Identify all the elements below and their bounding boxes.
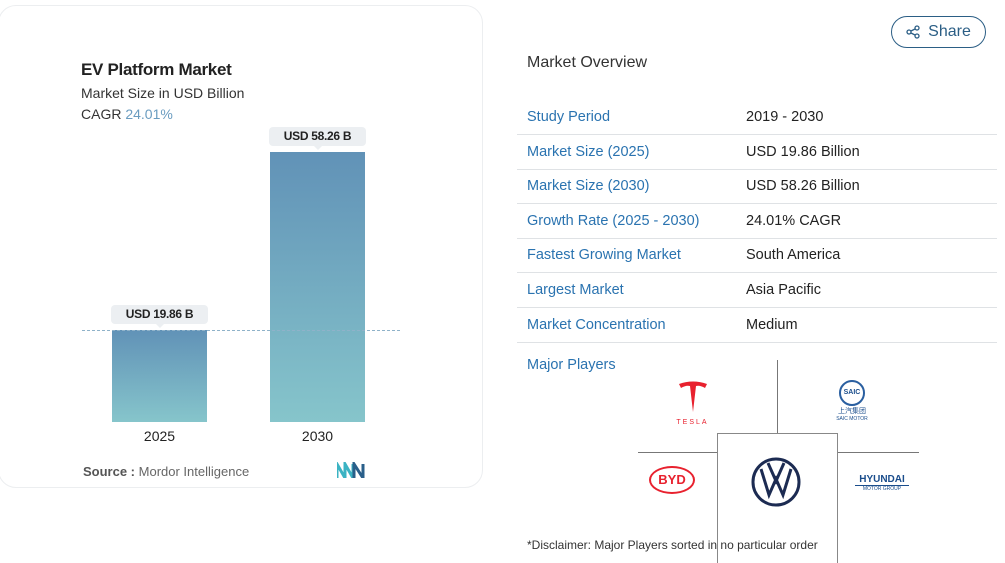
player-tesla: TESLA: [670, 380, 715, 426]
volkswagen-logo-icon: [751, 457, 801, 507]
x-tick-label: 2025: [143, 428, 176, 444]
overview-value: USD 19.86 Billion: [746, 143, 860, 160]
bar-2025: [112, 329, 207, 422]
overview-row: Market Size (2030) USD 58.26 Billion: [517, 169, 997, 205]
tesla-text: TESLA: [676, 419, 709, 426]
overview-key[interactable]: Market Size (2025): [527, 143, 650, 160]
cagr-label: CAGR: [81, 106, 122, 122]
hyundai-text: HYUNDAI: [855, 474, 909, 486]
overview-key[interactable]: Fastest Growing Market: [527, 247, 681, 264]
tesla-logo-icon: [678, 381, 707, 412]
cagr-value: 24.01%: [125, 106, 173, 122]
cagr: CAGR 24.01%: [81, 106, 173, 122]
overview-value: 2019 - 2030: [746, 109, 824, 125]
divider: [837, 452, 919, 453]
overview-row: Largest Market Asia Pacific: [517, 273, 997, 308]
data-label: USD 58.26 B: [269, 127, 366, 150]
major-players-label: Major Players: [527, 357, 616, 373]
overview-key[interactable]: Market Concentration: [527, 316, 666, 333]
overview-row: Market Concentration Medium: [517, 308, 997, 343]
saic-logo-icon: SAIC: [839, 380, 865, 406]
overview-value: 24.01% CAGR: [746, 212, 842, 229]
featured-player-box: [717, 433, 838, 563]
overview-key[interactable]: Market Size (2030): [527, 178, 650, 195]
share-button[interactable]: Share: [891, 16, 986, 48]
overview-row: Growth Rate (2025 - 2030) 24.01% CAGR: [517, 204, 997, 239]
byd-logo-icon: BYD: [649, 466, 695, 494]
bar-2030: [270, 152, 365, 422]
chart-card: [0, 5, 483, 488]
saic-cn-text: 上汽集团: [838, 408, 866, 415]
player-hyundai: HYUNDAI MOTOR GROUP: [855, 474, 909, 492]
share-icon: [906, 25, 920, 39]
divider: [777, 360, 778, 434]
disclaimer: *Disclaimer: Major Players sorted in no …: [527, 538, 818, 552]
x-tick-label: 2030: [301, 428, 334, 444]
overview-value: Medium: [746, 316, 798, 333]
share-label: Share: [928, 23, 971, 40]
overview-row: Study Period 2019 - 2030: [517, 100, 997, 135]
reference-line: [82, 330, 400, 331]
saic-en-text: SAIC MOTOR: [836, 416, 868, 422]
overview-key[interactable]: Largest Market: [527, 282, 624, 298]
overview-value: South America: [746, 247, 841, 264]
overview-value: USD 58.26 Billion: [746, 178, 860, 195]
source-label: Source :: [83, 464, 136, 479]
data-label: USD 19.86 B: [111, 304, 208, 328]
overview-title: Market Overview: [527, 54, 648, 71]
player-saic: SAIC 上汽集团 SAIC MOTOR: [832, 380, 872, 422]
source-name: Mordor Intelligence: [138, 464, 250, 479]
overview-key[interactable]: Growth Rate (2025 - 2030): [527, 212, 700, 229]
chart-title: EV Platform Market: [81, 60, 232, 79]
overview-row: Market Size (2025) USD 19.86 Billion: [517, 135, 997, 170]
chart-subtitle: Market Size in USD Billion: [81, 85, 245, 101]
mordor-logo-icon: [337, 462, 365, 478]
overview-value: Asia Pacific: [746, 282, 821, 298]
divider: [638, 452, 717, 453]
source: Source : Mordor Intelligence: [83, 464, 249, 479]
overview-key[interactable]: Study Period: [527, 109, 611, 125]
overview-row: Fastest Growing Market South America: [517, 238, 997, 274]
hyundai-sub-text: MOTOR GROUP: [862, 486, 902, 492]
